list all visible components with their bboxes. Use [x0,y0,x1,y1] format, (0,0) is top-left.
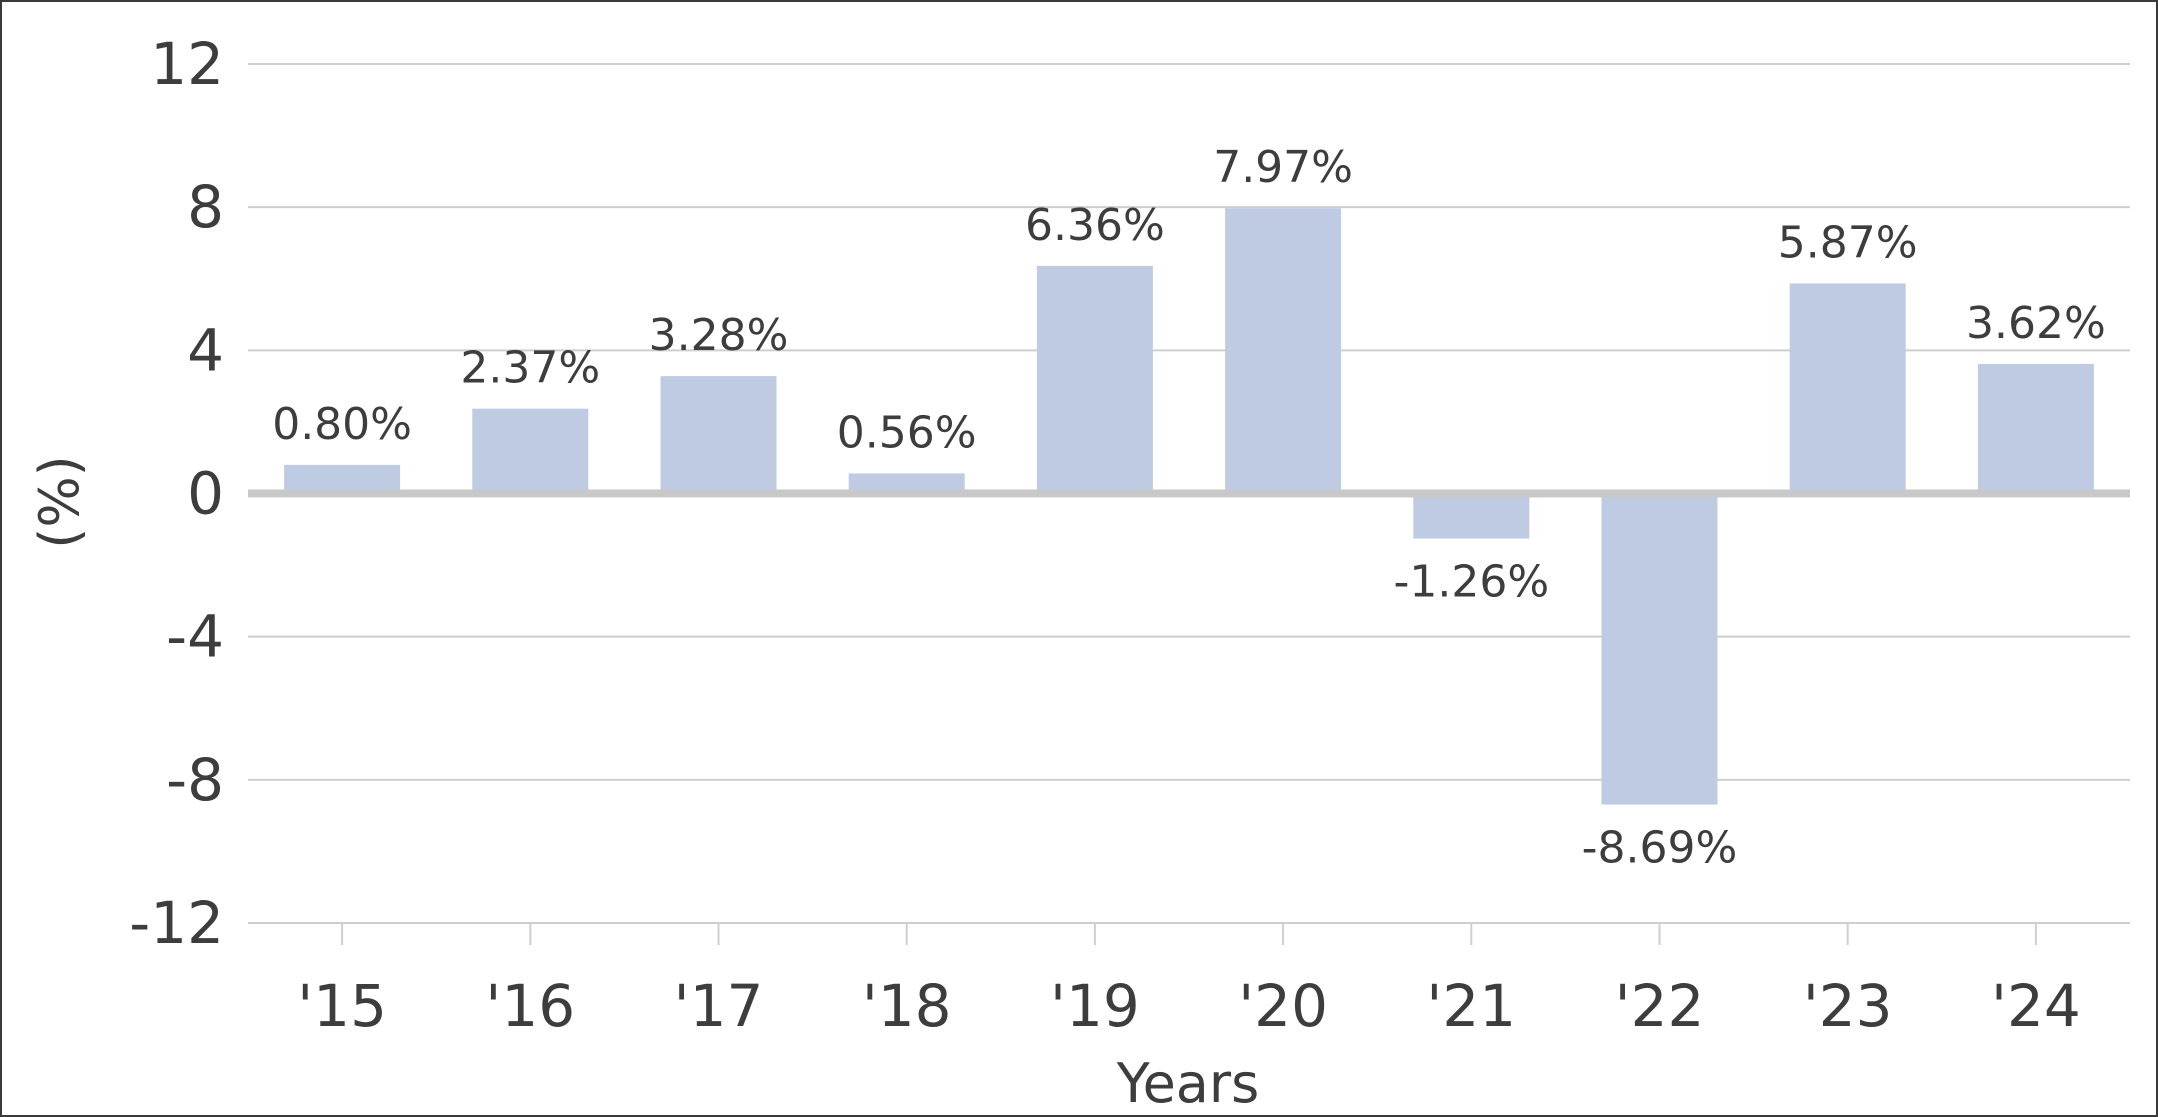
data-label: 3.28% [649,310,789,361]
data-label: 5.87% [1778,217,1918,268]
y-tick-label: -4 [166,603,224,671]
data-label: -1.26% [1393,557,1549,608]
x-tick-label: '21 [1426,972,1516,1040]
x-tick-label: '22 [1615,972,1705,1040]
y-tick-label: 12 [150,30,224,98]
x-tick-label: '16 [485,972,575,1040]
data-label: 2.37% [460,343,600,394]
x-tick-label: '18 [862,972,952,1040]
bar [1977,363,2094,494]
data-label: 0.56% [837,407,977,458]
bar [472,408,589,494]
y-axis-ticks: 12 8 4 0 -4 -8 -12 [129,30,224,957]
y-tick-label: 8 [187,173,224,241]
x-tick-label: '17 [674,972,764,1040]
y-tick-label: 4 [187,316,224,384]
data-label: 6.36% [1025,200,1165,251]
x-tick-label: '23 [1803,972,1893,1040]
y-tick-label: -8 [166,746,224,814]
x-tick-label: '15 [297,972,387,1040]
data-label: 7.97% [1213,142,1353,193]
data-label: -8.69% [1582,823,1738,874]
x-tick-label: '24 [1991,972,2081,1040]
x-axis-ticks: '15 '16 '17 '18 '19 '20 '21 '22 '23 '24 [297,923,2081,1040]
y-tick-label: 0 [187,460,224,528]
x-tick-label: '20 [1238,972,1328,1040]
data-labels: 0.80% 2.37% 3.28% 0.56% 6.36% 7.97% -1.26% -8.6… [272,142,2106,873]
x-tick-label: '19 [1050,972,1140,1040]
bar [284,464,401,494]
y-tick-label: -12 [129,889,224,957]
bar [660,376,777,494]
bars [284,208,2094,805]
bar [1789,283,1906,494]
y-axis-title: (%) [28,455,91,548]
bar [1413,493,1530,539]
bar [1601,493,1718,805]
bar [1225,208,1342,494]
x-axis-title: Years [1116,1052,1259,1115]
data-label: 0.80% [272,399,412,450]
gridlines [248,63,2130,924]
bar [848,473,965,494]
data-label: 3.62% [1966,298,2106,349]
bar [1036,265,1153,494]
